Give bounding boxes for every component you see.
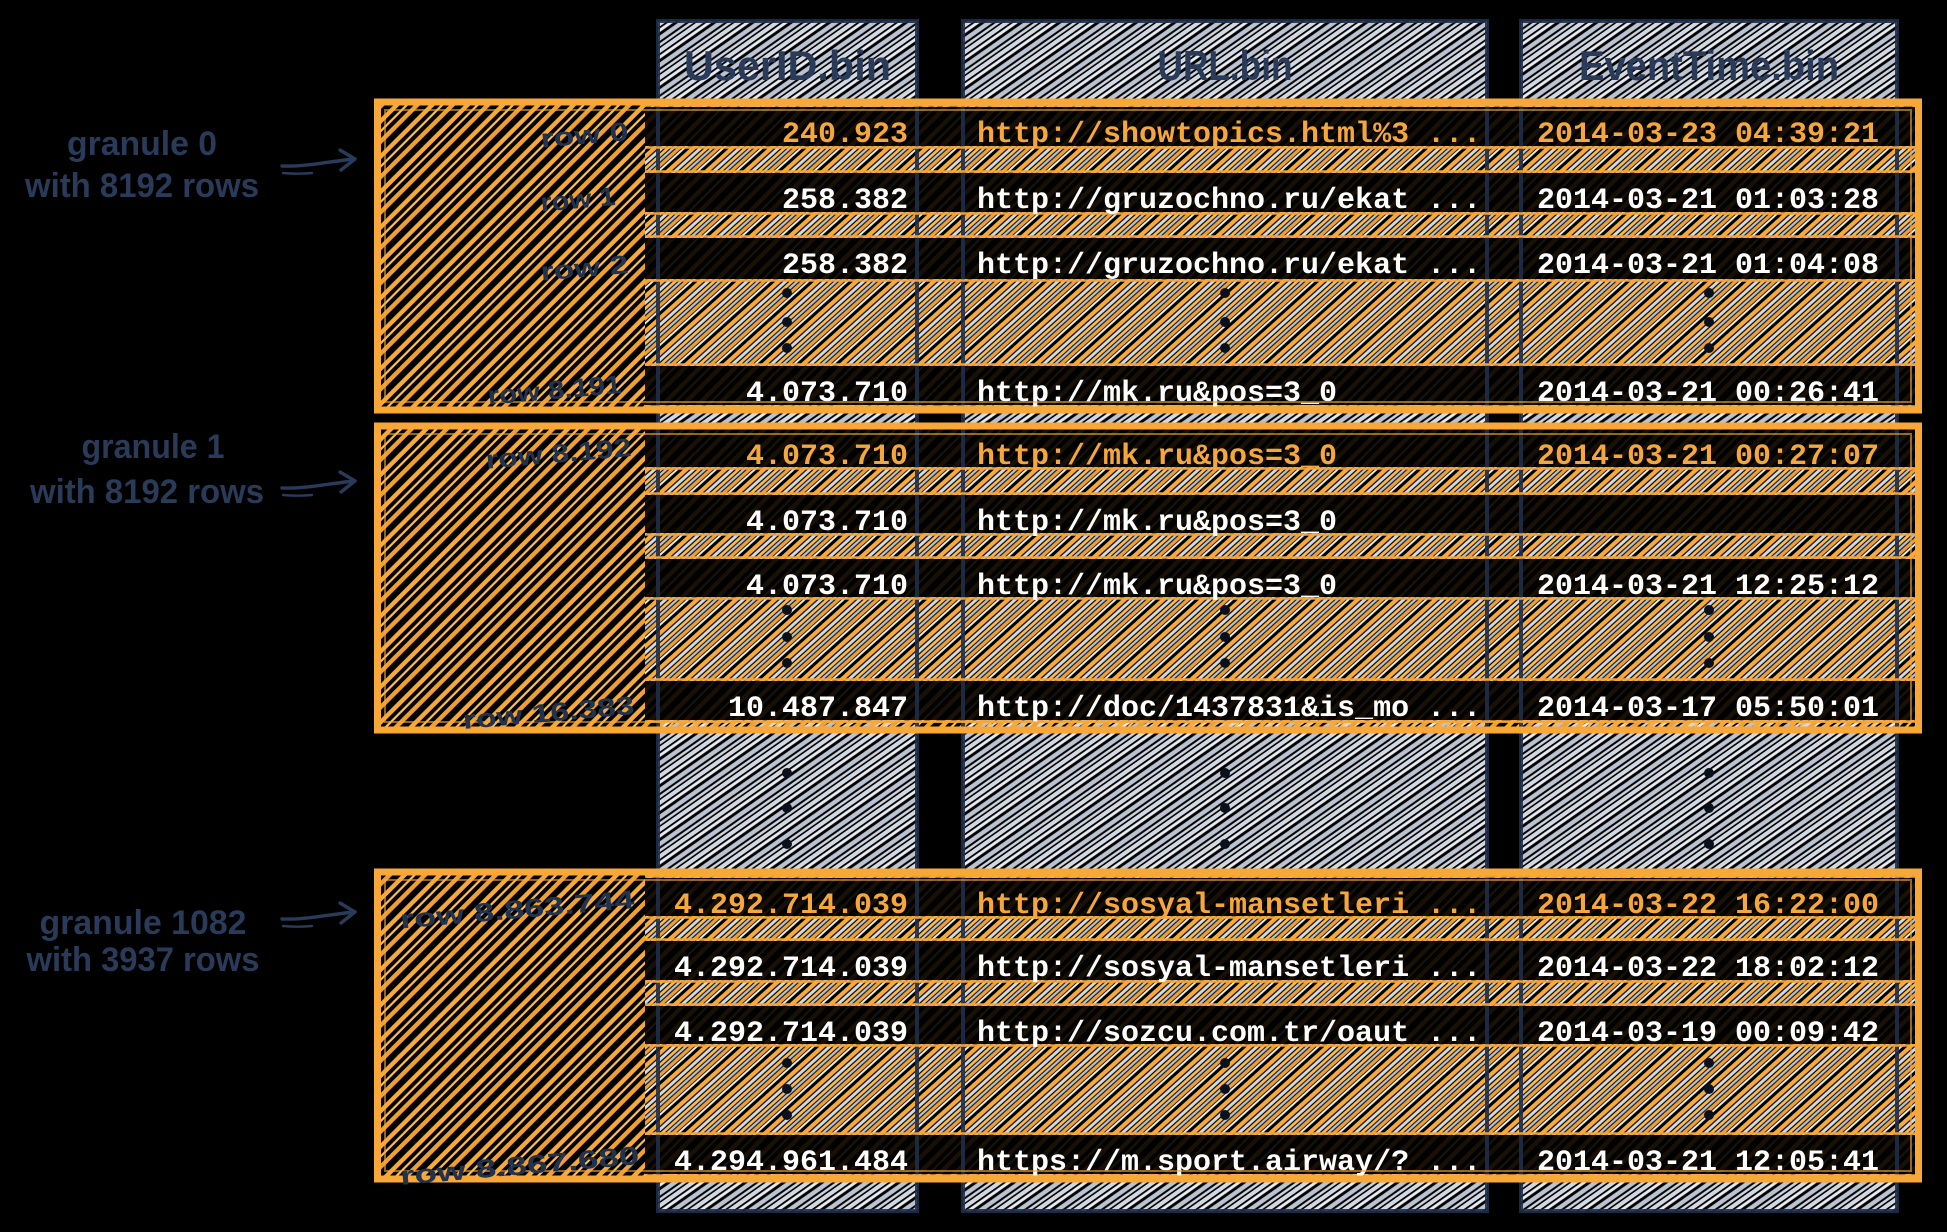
svg-text:2014-03-21 12:05:41: 2014-03-21 12:05:41 — [1537, 1146, 1879, 1180]
svg-text:http://sosyal-mansetleri ...: http://sosyal-mansetleri ... — [977, 952, 1481, 986]
svg-text:4.073.710: 4.073.710 — [746, 506, 908, 540]
svg-text:http://gruzochno.ru/ekat ...: http://gruzochno.ru/ekat ... — [977, 184, 1481, 218]
svg-text:URL.bin: URL.bin — [1158, 42, 1293, 89]
svg-text:4.073.710: 4.073.710 — [746, 377, 908, 411]
svg-text:4.292.714.039: 4.292.714.039 — [674, 889, 908, 923]
svg-text:4.073.710: 4.073.710 — [746, 440, 908, 474]
svg-text:2014-03-21 12:25:12: 2014-03-21 12:25:12 — [1537, 570, 1879, 604]
svg-text:granule 1082: granule 1082 — [40, 904, 247, 942]
svg-text:2014-03-21 00:26:41: 2014-03-21 00:26:41 — [1537, 377, 1879, 411]
svg-text:2014-03-22 16:22:00: 2014-03-22 16:22:00 — [1537, 889, 1879, 923]
svg-text:4.073.710: 4.073.710 — [746, 570, 908, 604]
svg-text:2014-03-19 00:09:42: 2014-03-19 00:09:42 — [1537, 1017, 1879, 1051]
svg-text:10.487.847: 10.487.847 — [728, 692, 908, 726]
svg-text:row 1: row 1 — [539, 181, 616, 217]
svg-text:2014-03-21 01:03:28: 2014-03-21 01:03:28 — [1537, 184, 1879, 218]
svg-text:2014-03-21 00:27:07: 2014-03-21 00:27:07 — [1537, 440, 1879, 474]
svg-text:2014-03-17 05:50:01: 2014-03-17 05:50:01 — [1537, 692, 1879, 726]
svg-text:2014-03-23 04:39:21: 2014-03-23 04:39:21 — [1537, 118, 1879, 152]
svg-text:240.923: 240.923 — [782, 118, 908, 152]
svg-text:https://m.sport.airway/? ...: https://m.sport.airway/? ... — [977, 1146, 1481, 1180]
svg-text:4.294.961.484: 4.294.961.484 — [674, 1146, 908, 1180]
svg-text:4.292.714.039: 4.292.714.039 — [674, 1017, 908, 1051]
svg-text:with 8192 rows: with 8192 rows — [29, 473, 264, 511]
svg-text:http://mk.ru&pos=3_0: http://mk.ru&pos=3_0 — [977, 377, 1337, 411]
svg-text:http://mk.ru&pos=3_0: http://mk.ru&pos=3_0 — [977, 440, 1337, 474]
svg-text:http://mk.ru&pos=3_0: http://mk.ru&pos=3_0 — [977, 570, 1337, 604]
svg-text:with 8192 rows: with 8192 rows — [24, 167, 259, 205]
svg-text:granule 1: granule 1 — [82, 428, 225, 466]
svg-text:http://gruzochno.ru/ekat ...: http://gruzochno.ru/ekat ... — [977, 249, 1481, 283]
svg-text:4.292.714.039: 4.292.714.039 — [674, 952, 908, 986]
svg-text:258.382: 258.382 — [782, 249, 908, 283]
svg-text:granule 0: granule 0 — [67, 125, 217, 163]
svg-text:UserID.bin: UserID.bin — [684, 42, 891, 89]
svg-text:http://sosyal-mansetleri ...: http://sosyal-mansetleri ... — [977, 889, 1481, 923]
svg-text:2014-03-22 18:02:12: 2014-03-22 18:02:12 — [1537, 952, 1879, 986]
svg-text:258.382: 258.382 — [782, 184, 908, 218]
svg-text:http://showtopics.html%3 ...: http://showtopics.html%3 ... — [977, 118, 1481, 152]
svg-text:with 3937 rows: with 3937 rows — [26, 941, 260, 979]
svg-text:http://doc/1437831&is_mo ...: http://doc/1437831&is_mo ... — [977, 692, 1481, 726]
svg-text:http://sozcu.com.tr/oaut ...: http://sozcu.com.tr/oaut ... — [977, 1017, 1481, 1051]
svg-text:http://mk.ru&pos=3_0: http://mk.ru&pos=3_0 — [977, 506, 1337, 540]
svg-text:EventTime.bin: EventTime.bin — [1579, 42, 1839, 89]
svg-text:2014-03-21 01:04:08: 2014-03-21 01:04:08 — [1537, 249, 1879, 283]
